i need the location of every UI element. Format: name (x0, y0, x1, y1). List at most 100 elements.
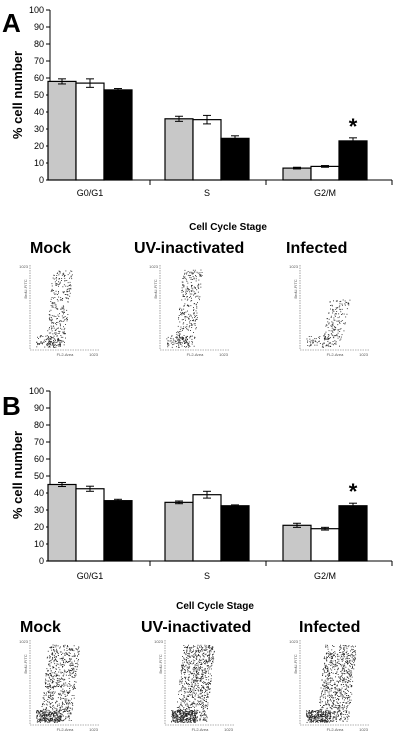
dot (343, 646, 345, 648)
dot (322, 690, 323, 692)
dot (56, 700, 57, 702)
dot (181, 664, 183, 666)
dot (57, 344, 59, 346)
dot (51, 315, 53, 317)
dot (184, 699, 186, 701)
dot (190, 275, 191, 276)
dot (57, 294, 58, 295)
dot (194, 715, 196, 717)
dot (307, 341, 308, 343)
dot (324, 666, 326, 668)
dot (318, 713, 320, 715)
dot (56, 684, 58, 686)
dot (344, 673, 346, 675)
dot (341, 673, 343, 675)
dot (57, 720, 59, 722)
dot (330, 654, 332, 656)
dot (205, 671, 207, 673)
dot (339, 309, 341, 311)
dot (52, 692, 54, 693)
dot (63, 678, 65, 680)
dot (184, 676, 185, 678)
dot (330, 688, 332, 690)
dot (197, 284, 199, 286)
bar (75, 488, 105, 562)
dot (57, 721, 58, 723)
dot (202, 719, 204, 721)
dot (332, 702, 334, 704)
dot (329, 699, 331, 701)
dot (190, 718, 191, 720)
dot (336, 693, 337, 695)
dot (65, 333, 66, 335)
dot (192, 710, 193, 712)
dot (330, 346, 332, 347)
dot (181, 665, 183, 667)
dot (56, 721, 58, 723)
dot (179, 342, 181, 343)
dot (343, 705, 345, 707)
dot (38, 712, 40, 713)
dot (67, 654, 69, 655)
dot (59, 342, 61, 344)
dot (50, 290, 52, 292)
dot (187, 711, 189, 713)
dot (56, 656, 57, 658)
dot (183, 286, 185, 288)
dot (49, 680, 51, 682)
dot (179, 321, 181, 323)
dot (49, 346, 50, 348)
dot (351, 653, 353, 655)
dot (184, 683, 185, 685)
dot (167, 340, 169, 342)
dot (195, 703, 197, 705)
dot (329, 661, 331, 663)
dot (309, 719, 310, 721)
dot (64, 332, 65, 334)
dot (179, 333, 181, 335)
dot (45, 675, 47, 677)
dot (208, 676, 210, 678)
dot (181, 678, 182, 680)
dot (179, 721, 181, 722)
dot (48, 343, 50, 345)
dot (195, 715, 196, 716)
dot (325, 324, 327, 326)
dot (63, 329, 65, 331)
dot (182, 667, 183, 669)
dot (54, 719, 56, 721)
dot (324, 721, 325, 723)
dot (60, 717, 62, 719)
dot (55, 671, 56, 672)
dot (70, 285, 72, 287)
dot (309, 717, 311, 719)
dot (186, 713, 188, 714)
chart-b-xlabel: Cell Cycle Stage (176, 601, 254, 612)
dot (207, 688, 209, 690)
dot (327, 687, 329, 689)
dot (350, 692, 352, 693)
dot (50, 679, 51, 681)
dot (53, 713, 55, 715)
dot (325, 718, 327, 720)
dot (186, 716, 188, 717)
dot (189, 689, 191, 691)
bar (164, 118, 194, 181)
dot (331, 662, 333, 664)
dot (328, 720, 329, 722)
dot (337, 674, 339, 675)
dot (181, 669, 183, 671)
dot (67, 645, 68, 646)
dot (52, 342, 54, 344)
dot (185, 699, 187, 700)
dot (344, 710, 346, 712)
dot (352, 654, 353, 656)
dot (354, 651, 356, 653)
dot (54, 281, 56, 283)
dot (315, 719, 317, 721)
dot (50, 305, 52, 306)
dot (183, 666, 185, 668)
dot (53, 338, 55, 340)
dot (338, 690, 340, 692)
dot (209, 691, 211, 693)
